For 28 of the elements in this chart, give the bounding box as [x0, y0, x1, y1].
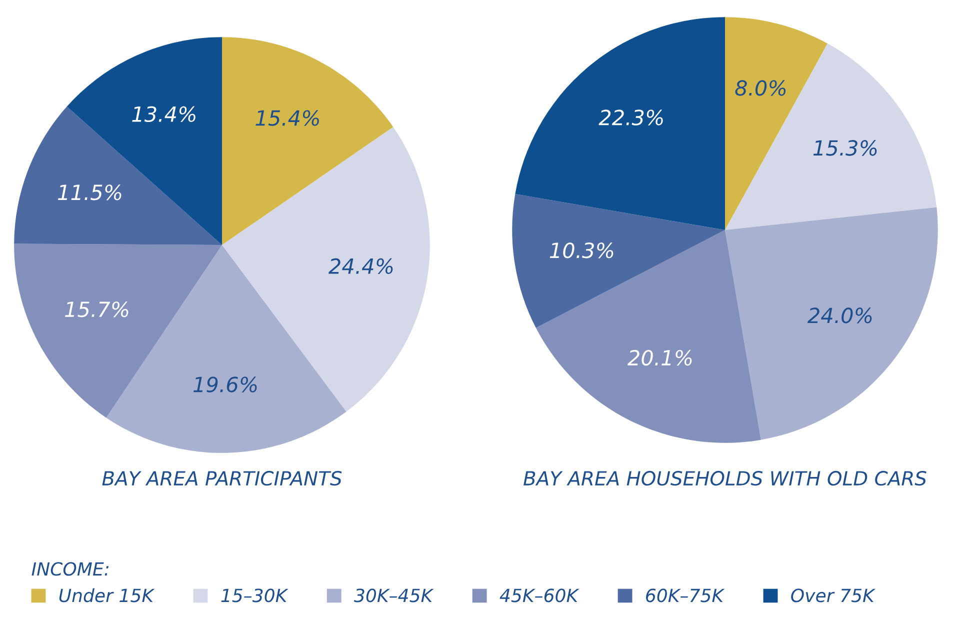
pie-slice — [14, 106, 222, 245]
data-label: 19.6% — [193, 376, 257, 392]
legend-label: 15–30K — [221, 588, 288, 602]
pie-slice — [725, 43, 937, 230]
pie-slice — [222, 37, 394, 245]
pie-slice — [536, 230, 761, 443]
data-label: 10.3% — [550, 242, 614, 258]
legend-label: Over 75K — [791, 588, 876, 602]
text: BAY AREA PARTICIPANTS — [102, 470, 342, 486]
data-label: 13.4% — [132, 106, 196, 122]
data-label: 15.3% — [813, 140, 877, 156]
data-label: 20.1% — [627, 350, 692, 366]
data-label: 11.5% — [58, 184, 122, 200]
legend-label: 45K–60K — [500, 588, 580, 602]
legend-label: 30K–45K — [354, 588, 434, 602]
data-label: 15.7% — [64, 301, 128, 318]
data-label: 24.4% — [328, 258, 393, 274]
text: BAY AREA HOUSEHOLDS WITH OLD CARS — [524, 470, 926, 486]
legend-label: 60K–75K — [646, 588, 725, 602]
pie-slice — [515, 17, 725, 230]
pie-slice — [725, 207, 938, 440]
legend-label: Under 15K — [59, 588, 155, 602]
data-label: 24.0% — [807, 308, 872, 324]
data-label: 15.4% — [256, 110, 319, 126]
data-label: 8.0% — [735, 80, 786, 96]
legend-title: INCOME: — [32, 562, 109, 576]
pie-slice — [512, 194, 725, 328]
data-label: 22.3% — [598, 110, 663, 126]
